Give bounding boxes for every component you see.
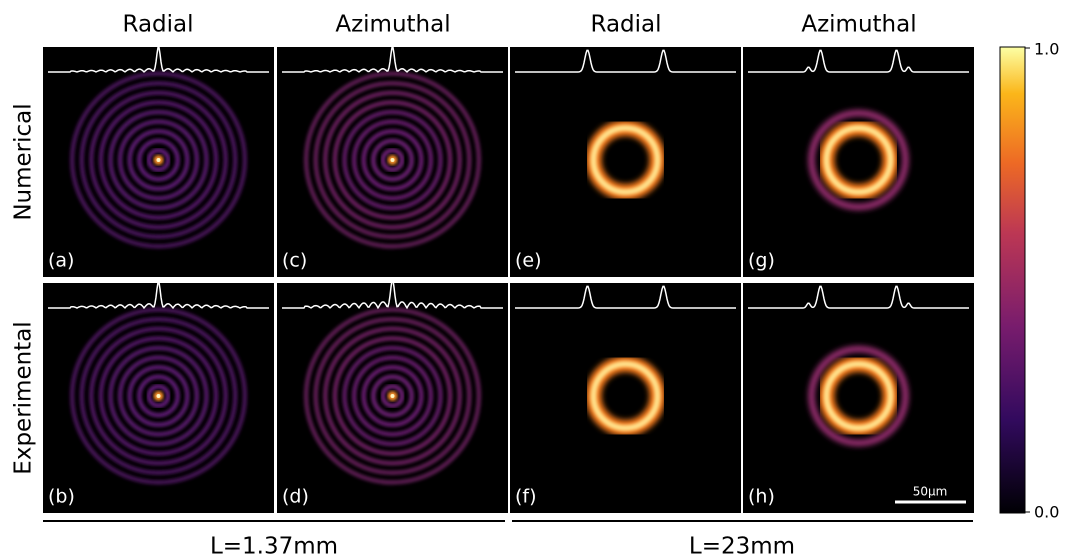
ring xyxy=(89,326,228,466)
ring xyxy=(137,374,180,418)
scale-bar-label: 50µm xyxy=(913,485,948,499)
outer-ring xyxy=(808,346,909,446)
center-spot xyxy=(390,394,395,398)
panel-label: (f) xyxy=(515,486,537,508)
colorbar-min: 0.0 xyxy=(1034,503,1059,522)
ring xyxy=(303,71,482,249)
ring xyxy=(342,109,443,211)
row-label: Numerical xyxy=(11,103,37,220)
ring xyxy=(69,71,248,249)
ring xyxy=(380,384,405,408)
donut xyxy=(823,125,894,195)
column-header: Radial xyxy=(590,12,661,38)
center-spot xyxy=(156,158,161,162)
ring xyxy=(79,80,238,240)
ring xyxy=(332,100,453,220)
panel-label: (a) xyxy=(48,250,74,272)
profile xyxy=(48,281,269,310)
panel-label: (c) xyxy=(282,250,307,272)
ring xyxy=(371,138,414,182)
ring xyxy=(371,374,414,418)
colorbar-max: 1.0 xyxy=(1034,40,1059,59)
profile xyxy=(48,46,269,73)
ring xyxy=(127,128,190,192)
ring xyxy=(342,345,443,447)
center-spot xyxy=(156,394,161,398)
center-spot xyxy=(390,158,395,162)
ring xyxy=(380,148,405,172)
ring xyxy=(117,355,200,437)
ring xyxy=(361,128,424,192)
profile xyxy=(282,46,503,73)
ring xyxy=(137,138,180,182)
panel xyxy=(510,47,741,277)
row-label: Experimental xyxy=(11,321,37,474)
profile xyxy=(515,285,736,309)
panel xyxy=(510,283,741,513)
ring xyxy=(117,119,200,201)
panel xyxy=(743,47,974,277)
donut xyxy=(590,361,661,431)
ring xyxy=(108,109,209,211)
profile xyxy=(515,49,736,73)
donut xyxy=(823,361,894,431)
ring xyxy=(323,90,462,230)
outer-ring xyxy=(808,110,909,210)
profile xyxy=(282,279,503,310)
ring xyxy=(323,326,462,466)
ring xyxy=(313,316,472,476)
panel-label: (d) xyxy=(282,486,309,508)
group-label: L=23mm xyxy=(689,534,795,559)
profile xyxy=(748,285,969,309)
profile xyxy=(748,49,969,73)
panel xyxy=(743,283,974,513)
donut xyxy=(590,125,661,195)
ring xyxy=(98,336,219,456)
colorbar xyxy=(999,46,1026,514)
ring xyxy=(69,307,248,485)
ring xyxy=(351,355,434,437)
ring xyxy=(351,119,434,201)
column-header: Azimuthal xyxy=(801,12,916,38)
ring xyxy=(98,100,219,220)
ring xyxy=(146,384,171,408)
ring xyxy=(361,364,424,428)
ring xyxy=(79,316,238,476)
group-label: L=1.37mm xyxy=(210,534,338,559)
ring xyxy=(313,80,472,240)
panel-label: (b) xyxy=(48,486,75,508)
ring xyxy=(146,148,171,172)
ring xyxy=(303,307,482,485)
ring xyxy=(89,90,228,230)
column-header: Azimuthal xyxy=(335,12,450,38)
ring xyxy=(332,336,453,456)
column-header: Radial xyxy=(122,12,193,38)
panel-label: (g) xyxy=(748,250,775,272)
panel-label: (e) xyxy=(515,250,542,272)
ring xyxy=(108,345,209,447)
ring xyxy=(127,364,190,428)
panel-label: (h) xyxy=(748,486,775,508)
